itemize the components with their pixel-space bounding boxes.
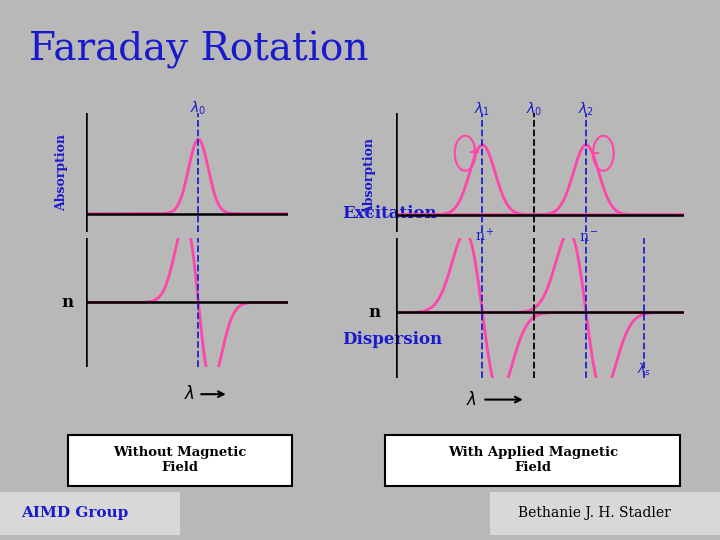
- Text: Absorption: Absorption: [55, 134, 68, 211]
- Text: $\lambda$: $\lambda$: [466, 390, 477, 409]
- Text: n$^-$: n$^-$: [579, 231, 599, 244]
- Text: –: –: [591, 146, 598, 160]
- Text: +: +: [467, 146, 480, 160]
- Text: Faraday Rotation: Faraday Rotation: [29, 31, 369, 70]
- Text: Absorption: Absorption: [364, 138, 377, 215]
- Text: $\lambda_2$: $\lambda_2$: [578, 101, 594, 118]
- Text: Excitation: Excitation: [342, 205, 436, 222]
- FancyBboxPatch shape: [490, 492, 720, 535]
- FancyBboxPatch shape: [0, 492, 180, 535]
- Text: n: n: [61, 294, 73, 311]
- Text: $\lambda_s$: $\lambda_s$: [636, 362, 651, 379]
- Text: With Applied Magnetic
Field: With Applied Magnetic Field: [448, 446, 618, 474]
- Text: $\lambda_1$: $\lambda_1$: [474, 101, 490, 118]
- Text: $\lambda_0$: $\lambda_0$: [526, 101, 542, 118]
- Text: n$^+$: n$^+$: [475, 227, 495, 244]
- Text: Bethanie J. H. Stadler: Bethanie J. H. Stadler: [518, 506, 671, 520]
- Text: $\lambda_0$: $\lambda_0$: [190, 100, 207, 117]
- Text: $\lambda$: $\lambda$: [184, 385, 194, 403]
- Text: n: n: [368, 304, 380, 321]
- Text: Without Magnetic
Field: Without Magnetic Field: [113, 446, 247, 474]
- Text: Dispersion: Dispersion: [342, 331, 442, 348]
- Text: AIMD Group: AIMD Group: [22, 506, 129, 520]
